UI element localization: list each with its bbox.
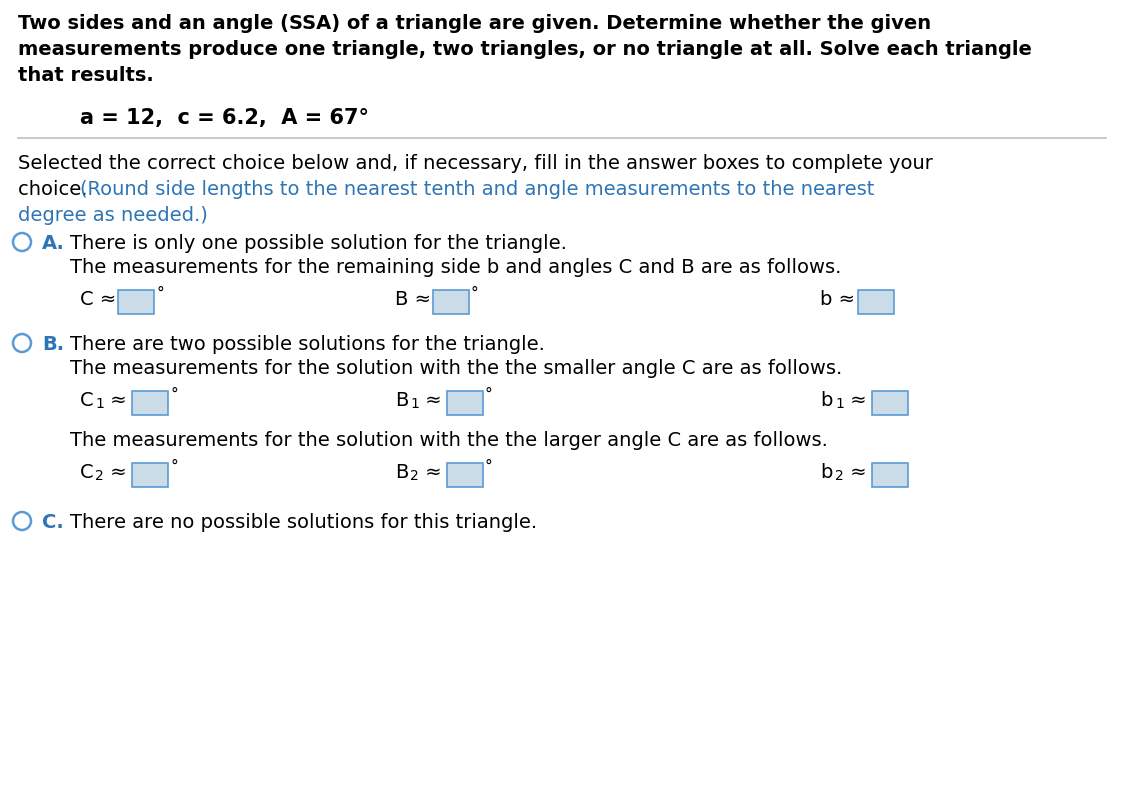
Text: Selected the correct choice below and, if necessary, fill in the answer boxes to: Selected the correct choice below and, i… <box>18 154 933 173</box>
Text: ≈: ≈ <box>105 391 127 410</box>
FancyBboxPatch shape <box>447 391 483 415</box>
Text: There is only one possible solution for the triangle.: There is only one possible solution for … <box>70 234 566 253</box>
Text: There are no possible solutions for this triangle.: There are no possible solutions for this… <box>70 513 537 532</box>
Text: that results.: that results. <box>18 66 154 85</box>
Text: There are two possible solutions for the triangle.: There are two possible solutions for the… <box>70 335 545 354</box>
Text: °: ° <box>156 286 164 301</box>
Text: C ≈: C ≈ <box>80 290 116 309</box>
Text: C: C <box>80 391 93 410</box>
Text: degree as needed.): degree as needed.) <box>18 206 208 225</box>
Text: 1: 1 <box>835 397 844 411</box>
Text: °: ° <box>484 459 492 474</box>
Text: °: ° <box>484 387 492 402</box>
Text: The measurements for the solution with the the smaller angle C are as follows.: The measurements for the solution with t… <box>70 359 842 378</box>
Text: measurements produce one triangle, two triangles, or no triangle at all. Solve e: measurements produce one triangle, two t… <box>18 40 1032 59</box>
Text: The measurements for the remaining side b and angles C and B are as follows.: The measurements for the remaining side … <box>70 258 842 277</box>
Text: 2: 2 <box>96 469 103 483</box>
Text: °: ° <box>471 286 479 301</box>
Text: 2: 2 <box>410 469 419 483</box>
Text: 1: 1 <box>410 397 419 411</box>
Text: b ≈: b ≈ <box>821 290 855 309</box>
FancyBboxPatch shape <box>447 463 483 487</box>
Text: choice.: choice. <box>18 180 93 199</box>
Text: 2: 2 <box>835 469 844 483</box>
FancyBboxPatch shape <box>872 463 908 487</box>
Text: °: ° <box>170 387 178 402</box>
FancyBboxPatch shape <box>132 463 167 487</box>
Text: Two sides and an angle (SSA) of a triangle are given. Determine whether the give: Two sides and an angle (SSA) of a triang… <box>18 14 931 33</box>
Text: A.: A. <box>42 234 65 253</box>
Text: a = 12,  c = 6.2,  A = 67°: a = 12, c = 6.2, A = 67° <box>80 108 369 128</box>
FancyBboxPatch shape <box>433 290 469 314</box>
FancyBboxPatch shape <box>118 290 154 314</box>
Text: b: b <box>821 463 833 482</box>
FancyBboxPatch shape <box>872 391 908 415</box>
Text: ≈: ≈ <box>844 391 867 410</box>
Text: ≈: ≈ <box>419 391 442 410</box>
Text: B: B <box>395 463 408 482</box>
Text: 1: 1 <box>96 397 103 411</box>
Text: ≈: ≈ <box>105 463 127 482</box>
FancyBboxPatch shape <box>132 391 167 415</box>
Text: b: b <box>821 391 833 410</box>
Text: C.: C. <box>42 513 64 532</box>
FancyBboxPatch shape <box>858 290 894 314</box>
Text: ≈: ≈ <box>844 463 867 482</box>
Text: C: C <box>80 463 93 482</box>
Text: °: ° <box>170 459 178 474</box>
Text: B ≈: B ≈ <box>395 290 430 309</box>
Text: B: B <box>395 391 408 410</box>
Text: The measurements for the solution with the the larger angle C are as follows.: The measurements for the solution with t… <box>70 431 828 450</box>
Text: (Round side lengths to the nearest tenth and angle measurements to the nearest: (Round side lengths to the nearest tenth… <box>80 180 874 199</box>
Text: ≈: ≈ <box>419 463 442 482</box>
Text: B.: B. <box>42 335 64 354</box>
